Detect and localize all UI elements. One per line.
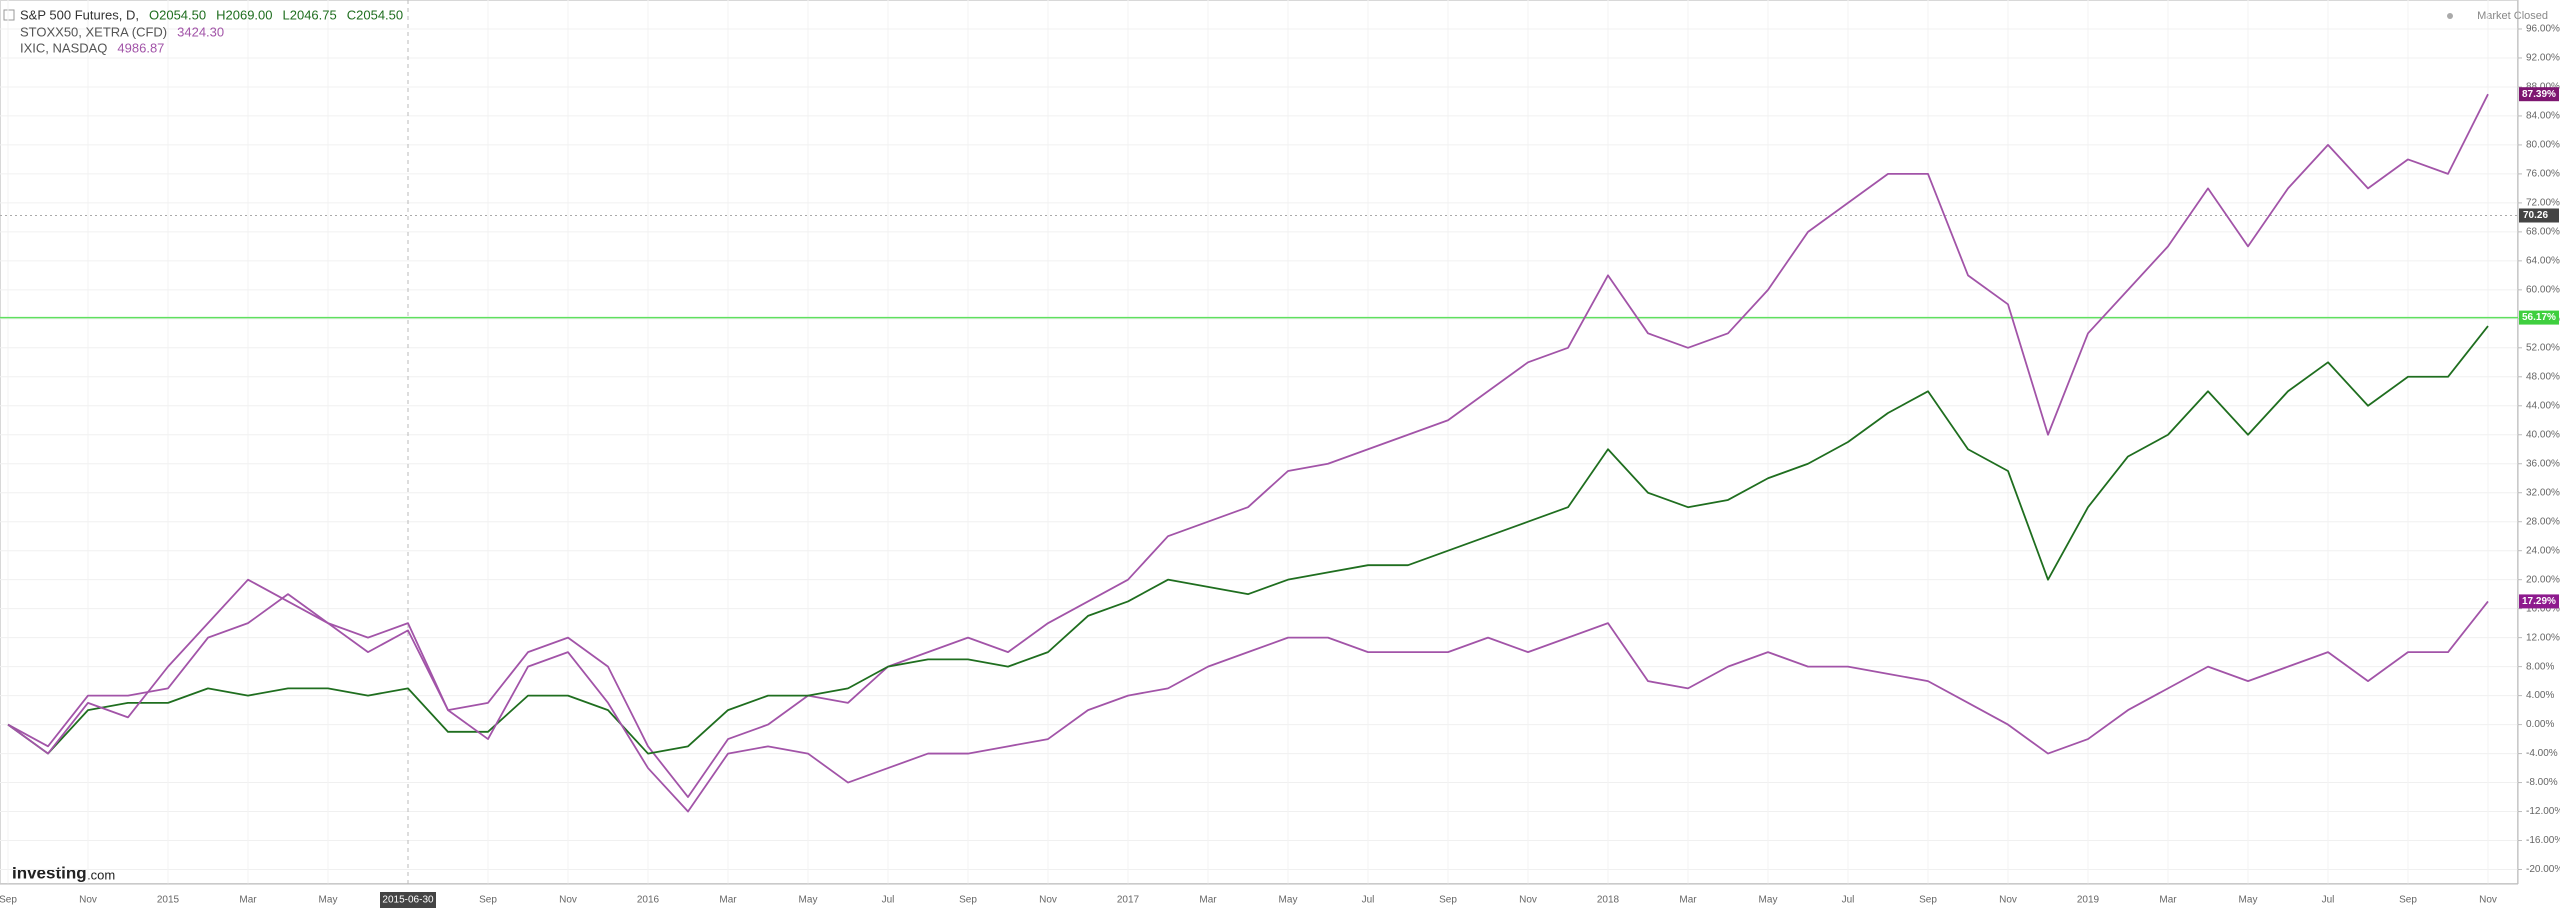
x-tick-label: Jul [1362, 895, 1375, 906]
y-tick-label: 28.00% [2526, 516, 2560, 527]
x-tick-label: Nov [1999, 895, 2017, 906]
crosshair-y-badge [2519, 208, 2559, 223]
x-tick-label: Mar [2159, 895, 2177, 906]
x-tick-label: Jul [2322, 895, 2335, 906]
y-tick-label: -12.00% [2526, 806, 2560, 817]
legend-title: S&P 500 Futures, D, [20, 7, 139, 22]
y-tick-label: -4.00% [2526, 748, 2558, 759]
y-tick-label: 60.00% [2526, 284, 2560, 295]
y-tick-label: -16.00% [2526, 835, 2560, 846]
crosshair-x-badge [380, 892, 436, 908]
x-tick-label: May [2239, 895, 2258, 906]
y-tick-label: 24.00% [2526, 545, 2560, 556]
y-tick-label: -8.00% [2526, 777, 2558, 788]
x-tick-label: Sep [0, 895, 17, 906]
x-tick-label: May [799, 895, 818, 906]
x-tick-label: Jul [882, 895, 895, 906]
x-tick-label: Sep [959, 895, 977, 906]
last-value-label: 17.29% [2522, 596, 2556, 607]
market-status: Market Closed [2477, 10, 2548, 22]
y-tick-label: 64.00% [2526, 255, 2560, 266]
crosshair-x-label: 2015-06-30 [382, 895, 434, 906]
y-tick-label: 16.00% [2526, 603, 2560, 614]
y-tick-label: 0.00% [2526, 719, 2554, 730]
x-tick-label: Nov [2479, 895, 2497, 906]
x-tick-label: Mar [239, 895, 257, 906]
price-label: 56.17% [2522, 312, 2556, 323]
y-tick-label: 20.00% [2526, 574, 2560, 585]
y-tick-label: 12.00% [2526, 632, 2560, 643]
y-tick-label: 32.00% [2526, 487, 2560, 498]
x-tick-label: May [1759, 895, 1778, 906]
y-tick-label: 80.00% [2526, 140, 2560, 151]
last-value-label: 87.39% [2522, 89, 2556, 100]
x-tick-label: Nov [1519, 895, 1537, 906]
legend-price: 4986.87 [117, 40, 164, 55]
x-tick-label: Sep [2399, 895, 2417, 906]
y-tick-label: 36.00% [2526, 458, 2560, 469]
ohlc-value: H2069.00 [216, 7, 272, 22]
brand-name: Investing [12, 863, 87, 882]
x-tick-label: Mar [719, 895, 737, 906]
y-tick-label: 68.00% [2526, 227, 2560, 238]
last-value-badge [2519, 594, 2559, 609]
y-tick-label: 4.00% [2526, 690, 2554, 701]
collapse-icon[interactable] [3, 9, 15, 21]
status-dot [2447, 13, 2453, 19]
x-tick-label: 2019 [2077, 895, 2100, 906]
price-badge [2519, 310, 2559, 325]
x-tick-label: May [319, 895, 338, 906]
x-tick-label: 2018 [1597, 895, 1620, 906]
x-tick-label: Nov [1039, 895, 1057, 906]
ohlc-value: C2054.50 [347, 7, 403, 22]
x-tick-label: Sep [1439, 895, 1457, 906]
x-tick-label: Mar [1679, 895, 1697, 906]
y-tick-label: 48.00% [2526, 371, 2560, 382]
ohlc-value: O2054.50 [149, 7, 206, 22]
y-tick-label: 92.00% [2526, 53, 2560, 64]
series-line [7, 325, 2489, 755]
brand-suffix: .com [87, 867, 115, 882]
y-tick-label: 52.00% [2526, 342, 2560, 353]
x-tick-label: Mar [1199, 895, 1217, 906]
y-tick-label: 8.00% [2526, 661, 2554, 672]
legend-name: STOXX50, XETRA (CFD) [20, 24, 167, 39]
series-line [7, 578, 2489, 813]
y-tick-label: 76.00% [2526, 169, 2560, 180]
legend-price: 3424.30 [177, 24, 224, 39]
y-tick-label: 84.00% [2526, 111, 2560, 122]
y-tick-label: -20.00% [2526, 864, 2560, 875]
y-tick-label: 96.00% [2526, 24, 2560, 35]
x-tick-label: Sep [1919, 895, 1937, 906]
x-tick-label: 2015 [157, 895, 180, 906]
y-tick-label: 72.00% [2526, 198, 2560, 209]
x-tick-label: Sep [479, 895, 497, 906]
y-tick-label: 88.00% [2526, 82, 2560, 93]
legend-name: IXIC, NASDAQ [20, 40, 107, 55]
x-tick-label: 2017 [1117, 895, 1140, 906]
x-tick-label: Nov [79, 895, 97, 906]
y-tick-label: 44.00% [2526, 400, 2560, 411]
x-tick-label: Nov [559, 895, 577, 906]
x-tick-label: 2016 [637, 895, 660, 906]
last-value-badge [2519, 87, 2559, 102]
y-tick-label: 40.00% [2526, 429, 2560, 440]
crosshair-y-label: 70.26 [2523, 210, 2548, 221]
x-tick-label: Jul [1842, 895, 1855, 906]
series-line [7, 93, 2489, 798]
ohlc-value: L2046.75 [283, 7, 337, 22]
x-tick-label: May [1279, 895, 1298, 906]
